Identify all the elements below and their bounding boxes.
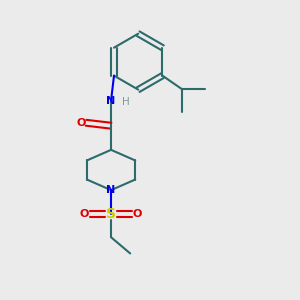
Text: N: N xyxy=(106,96,116,106)
Text: O: O xyxy=(133,209,142,219)
Text: S: S xyxy=(106,207,116,221)
Text: H: H xyxy=(122,97,130,107)
Text: O: O xyxy=(80,209,89,219)
Text: O: O xyxy=(76,118,86,128)
Text: N: N xyxy=(106,185,116,195)
